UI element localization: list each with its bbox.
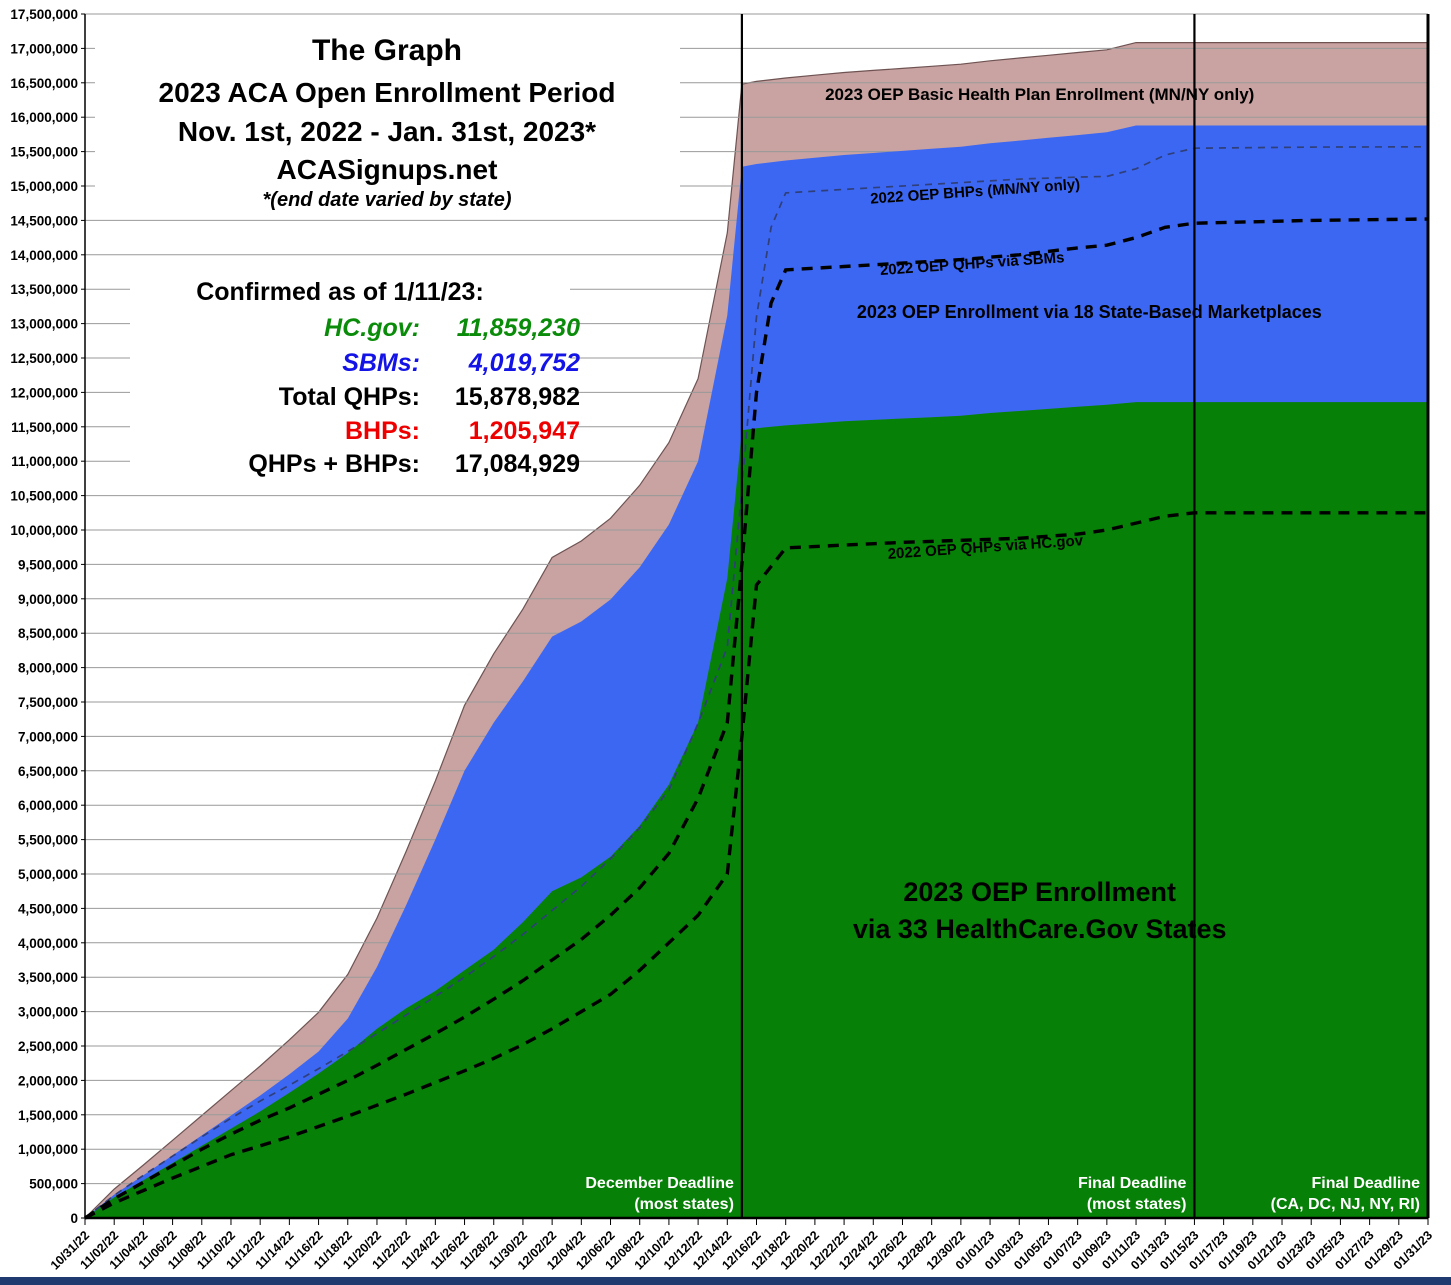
y-tick-label: 5,000,000 bbox=[18, 867, 78, 882]
stats-heading: Confirmed as of 1/11/23: bbox=[196, 278, 484, 306]
y-tick-label: 8,000,000 bbox=[18, 661, 78, 676]
y-tick-label: 1,000,000 bbox=[18, 1142, 78, 1157]
y-tick-label: 14,000,000 bbox=[10, 248, 78, 263]
stats-value: 15,878,982 bbox=[455, 383, 580, 411]
y-tick-label: 4,500,000 bbox=[18, 901, 78, 916]
deadline-label-line1: Final Deadline bbox=[1312, 1175, 1421, 1192]
y-tick-label: 3,000,000 bbox=[18, 1005, 78, 1020]
y-tick-label: 0 bbox=[70, 1211, 78, 1226]
y-tick-label: 11,500,000 bbox=[11, 420, 78, 435]
y-tick-label: 16,500,000 bbox=[10, 76, 78, 91]
deadline-label-1: Final Deadline (most states) bbox=[1078, 1175, 1187, 1213]
stats-row: QHPs + BHPs: 17,084,929 bbox=[248, 450, 580, 478]
annotation-6: via 33 HealthCare.Gov States bbox=[853, 914, 1227, 944]
y-axis-labels: 0 500,000 1,000,000 1,500,000 2,000,000 2,500… bbox=[10, 7, 85, 1226]
deadline-label-line2: (most states) bbox=[1087, 1196, 1187, 1213]
y-tick-label: 500,000 bbox=[29, 1177, 78, 1192]
y-tick-label: 11,000,000 bbox=[11, 454, 78, 469]
title-footnote: *(end date varied by state) bbox=[263, 189, 512, 211]
stats-row: Total QHPs: 15,878,982 bbox=[279, 383, 580, 411]
y-tick-label: 7,500,000 bbox=[18, 695, 78, 710]
stats-label: SBMs: bbox=[342, 349, 420, 377]
stats-rows: HC.gov: 11,859,230 SBMs: 4,019,752 Total QHP… bbox=[248, 314, 580, 478]
y-tick-label: 10,500,000 bbox=[10, 489, 78, 504]
deadline-label-line1: December Deadline bbox=[585, 1175, 734, 1192]
deadline-label-line2: (CA, DC, NJ, NY, RI) bbox=[1271, 1196, 1420, 1213]
y-tick-label: 4,000,000 bbox=[18, 936, 78, 951]
y-tick-label: 12,500,000 bbox=[10, 351, 78, 366]
stats-label: QHPs + BHPs: bbox=[248, 450, 420, 478]
dashed-line-bhp-2022 bbox=[84, 145, 1429, 1219]
y-tick-label: 13,500,000 bbox=[10, 282, 78, 297]
stats-value: 17,084,929 bbox=[455, 450, 580, 478]
y-tick-label: 9,000,000 bbox=[18, 592, 78, 607]
bottom-strip bbox=[0, 1277, 1451, 1285]
y-tick-label: 17,500,000 bbox=[10, 7, 78, 22]
stats-row: BHPs: 1,205,947 bbox=[345, 417, 580, 445]
title-backdrop bbox=[95, 26, 680, 218]
y-tick-label: 6,500,000 bbox=[18, 764, 78, 779]
stats-value: 1,205,947 bbox=[469, 417, 580, 445]
stats-row: HC.gov: 11,859,230 bbox=[324, 314, 580, 342]
y-tick-label: 16,000,000 bbox=[10, 110, 78, 125]
stats-label: HC.gov: bbox=[324, 314, 420, 342]
y-tick-label: 15,000,000 bbox=[10, 179, 78, 194]
title-line-1: The Graph bbox=[312, 34, 462, 67]
y-tick-label: 5,500,000 bbox=[18, 833, 78, 848]
annotation-3: 2023 OEP Enrollment via 18 State-Based M… bbox=[857, 302, 1322, 322]
y-tick-label: 13,000,000 bbox=[10, 317, 78, 332]
y-tick-label: 6,000,000 bbox=[18, 798, 78, 813]
y-tick-label: 1,500,000 bbox=[18, 1108, 78, 1123]
deadline-label-line2: (most states) bbox=[634, 1196, 734, 1213]
stats-value: 4,019,752 bbox=[468, 349, 580, 377]
y-tick-label: 12,000,000 bbox=[10, 385, 78, 400]
annotation-5: 2023 OEP Enrollment bbox=[903, 877, 1176, 907]
y-tick-label: 17,000,000 bbox=[10, 41, 78, 56]
dashed-line-qhp-2022 bbox=[84, 217, 1429, 1220]
chart-title-block: The Graph 2023 ACA Open Enrollment Perio… bbox=[95, 26, 680, 218]
y-tick-label: 8,500,000 bbox=[18, 626, 78, 641]
deadline-label-0: December Deadline (most states) bbox=[585, 1175, 734, 1213]
x-axis-labels: 10/31/2211/02/2211/04/2211/06/2211/08/22… bbox=[48, 1218, 1435, 1273]
annotation-0: 2023 OEP Basic Health Plan Enrollment (M… bbox=[825, 85, 1254, 104]
stats-row: SBMs: 4,019,752 bbox=[342, 349, 580, 377]
title-line-2: 2023 ACA Open Enrollment Period bbox=[159, 77, 616, 108]
y-tick-label: 15,500,000 bbox=[10, 145, 78, 160]
dashed-line-hcgov-2022 bbox=[84, 511, 1428, 1220]
y-tick-label: 10,000,000 bbox=[10, 523, 78, 538]
title-line-3: Nov. 1st, 2022 - Jan. 31st, 2023* bbox=[178, 116, 596, 147]
stats-label: Total QHPs: bbox=[279, 383, 420, 411]
chart-layers: December Deadline(most states)Final Dead… bbox=[0, 7, 1451, 1285]
stats-value: 11,859,230 bbox=[457, 314, 580, 342]
y-tick-label: 3,500,000 bbox=[18, 970, 78, 985]
y-tick-label: 14,500,000 bbox=[10, 213, 78, 228]
y-tick-label: 9,500,000 bbox=[18, 557, 78, 572]
stats-block: Confirmed as of 1/11/23: HC.gov: 11,859,2… bbox=[130, 272, 580, 480]
deadline-label-line1: Final Deadline bbox=[1078, 1175, 1187, 1192]
stats-backdrop bbox=[130, 272, 570, 480]
y-tick-label: 7,000,000 bbox=[18, 729, 78, 744]
deadline-label-2: Final Deadline (CA, DC, NJ, NY, RI) bbox=[1271, 1175, 1420, 1213]
y-tick-label: 2,000,000 bbox=[18, 1073, 78, 1088]
title-line-4: ACASignups.net bbox=[277, 154, 498, 185]
y-tick-label: 2,500,000 bbox=[18, 1039, 78, 1054]
area-hcgov-2023 bbox=[85, 402, 1428, 1219]
stats-label: BHPs: bbox=[345, 417, 420, 445]
